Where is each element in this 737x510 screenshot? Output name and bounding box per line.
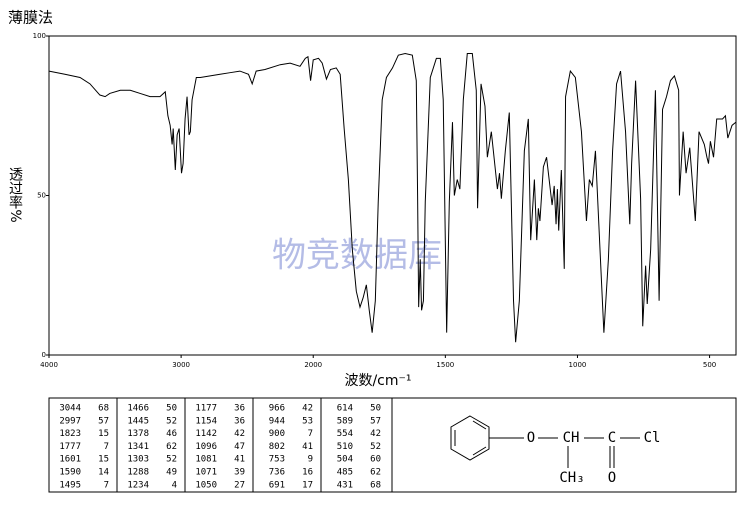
peak-wavenumber: 1777: [59, 442, 81, 452]
peak-wavenumber: 1234: [127, 480, 149, 490]
peak-transmittance: 52: [166, 455, 177, 465]
peak-wavenumber: 1341: [127, 442, 149, 452]
peak-wavenumber: 1303: [127, 455, 149, 465]
peak-transmittance: 47: [234, 442, 245, 452]
atom-label: O: [527, 430, 535, 446]
peak-transmittance: 4: [172, 480, 177, 490]
peak-transmittance: 7: [104, 442, 109, 452]
x-tick-label: 2000: [304, 361, 322, 369]
peak-transmittance: 9: [308, 455, 313, 465]
plot-frame: [48, 35, 737, 356]
peak-wavenumber: 691: [269, 480, 285, 490]
peak-transmittance: 52: [166, 416, 177, 426]
peak-wavenumber: 1466: [127, 404, 149, 414]
atom-label: CH: [563, 430, 580, 446]
peak-wavenumber: 485: [337, 468, 353, 478]
y-tick-label: 0: [42, 351, 46, 359]
peak-transmittance: 62: [166, 442, 177, 452]
peak-wavenumber: 753: [269, 455, 285, 465]
peak-wavenumber: 1050: [195, 480, 217, 490]
peak-transmittance: 14: [98, 468, 109, 478]
peak-transmittance: 15: [98, 429, 109, 439]
atom-label: O: [608, 470, 616, 486]
peak-wavenumber: 966: [269, 404, 285, 414]
peak-wavenumber: 1154: [195, 416, 217, 426]
peak-wavenumber: 944: [269, 416, 285, 426]
peak-transmittance: 15: [98, 455, 109, 465]
peak-transmittance: 49: [166, 468, 177, 478]
peak-wavenumber: 614: [337, 404, 353, 414]
peak-wavenumber: 1288: [127, 468, 149, 478]
peak-wavenumber: 504: [337, 455, 353, 465]
peak-wavenumber: 802: [269, 442, 285, 452]
peak-transmittance: 36: [234, 404, 245, 414]
peak-transmittance: 7: [308, 429, 313, 439]
peak-transmittance: 57: [370, 416, 381, 426]
peak-wavenumber: 3044: [59, 404, 81, 414]
peak-transmittance: 68: [370, 480, 381, 490]
y-tick-label: 50: [37, 192, 46, 200]
peak-transmittance: 50: [166, 404, 177, 414]
peak-wavenumber: 510: [337, 442, 353, 452]
peak-transmittance: 60: [370, 455, 381, 465]
peak-transmittance: 7: [104, 480, 109, 490]
atom-label: Cl: [644, 430, 661, 446]
atom-label: CH₃: [559, 470, 584, 486]
peak-transmittance: 42: [370, 429, 381, 439]
peak-transmittance: 42: [234, 429, 245, 439]
peak-transmittance: 41: [302, 442, 313, 452]
peak-wavenumber: 1378: [127, 429, 149, 439]
chart-title: 薄膜法: [8, 9, 53, 27]
peak-wavenumber: 900: [269, 429, 285, 439]
x-tick-label: 1000: [569, 361, 587, 369]
spectrum-line: [48, 53, 737, 343]
peak-transmittance: 17: [302, 480, 313, 490]
peak-wavenumber: 1081: [195, 455, 217, 465]
y-axis-label: 透过率%: [7, 167, 23, 222]
peak-transmittance: 27: [234, 480, 245, 490]
peak-wavenumber: 1096: [195, 442, 217, 452]
peak-transmittance: 52: [370, 442, 381, 452]
peak-transmittance: 42: [302, 404, 313, 414]
peak-transmittance: 62: [370, 468, 381, 478]
x-tick-label: 3000: [172, 361, 190, 369]
peak-transmittance: 39: [234, 468, 245, 478]
x-tick-label: 4000: [40, 361, 58, 369]
peak-wavenumber: 589: [337, 416, 353, 426]
watermark: 物竞数据库: [272, 236, 442, 276]
peak-transmittance: 41: [234, 455, 245, 465]
peak-transmittance: 68: [98, 404, 109, 414]
peak-wavenumber: 1495: [59, 480, 81, 490]
peak-wavenumber: 736: [269, 468, 285, 478]
peak-wavenumber: 554: [337, 429, 353, 439]
x-tick-label: 1500: [436, 361, 454, 369]
peak-wavenumber: 431: [337, 480, 353, 490]
peak-transmittance: 36: [234, 416, 245, 426]
peak-transmittance: 50: [370, 404, 381, 414]
peak-wavenumber: 1823: [59, 429, 81, 439]
peak-transmittance: 57: [98, 416, 109, 426]
peak-wavenumber: 1177: [195, 404, 217, 414]
atom-label: C: [608, 430, 616, 446]
x-axis-label: 波数/cm⁻¹: [344, 373, 411, 389]
peak-transmittance: 46: [166, 429, 177, 439]
structure-bonds: [450, 415, 640, 468]
x-tick-label: 500: [703, 361, 716, 369]
peak-transmittance: 53: [302, 416, 313, 426]
peak-wavenumber: 2997: [59, 416, 81, 426]
peak-wavenumber: 1445: [127, 416, 149, 426]
peak-wavenumber: 1601: [59, 455, 81, 465]
peak-wavenumber: 1590: [59, 468, 81, 478]
peak-transmittance: 16: [302, 468, 313, 478]
structure-frame: [391, 397, 737, 493]
peak-wavenumber: 1071: [195, 468, 217, 478]
peak-wavenumber: 1142: [195, 429, 217, 439]
y-tick-label: 100: [33, 32, 46, 40]
